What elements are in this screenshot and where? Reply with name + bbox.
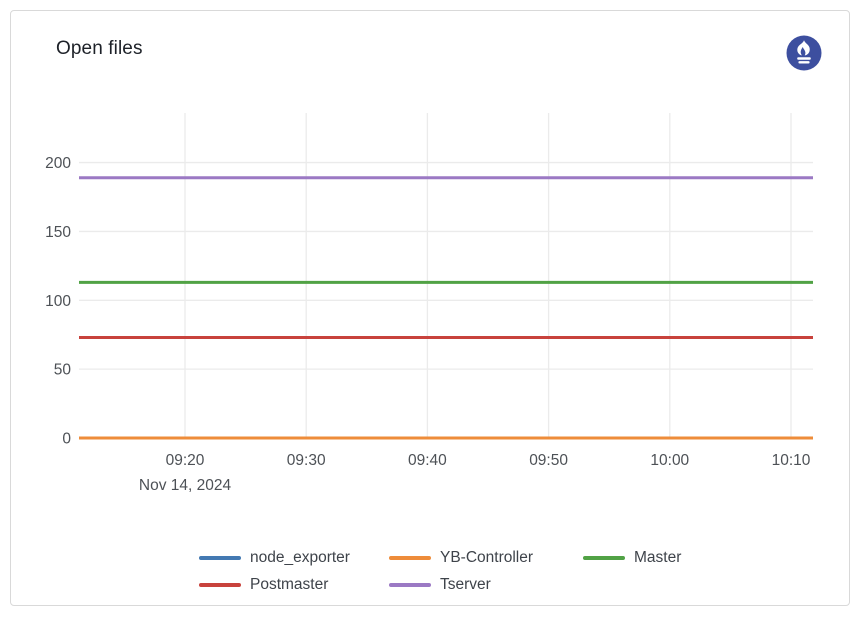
- legend-item-node_exporter[interactable]: node_exporter: [199, 549, 389, 567]
- x-tick-label: 09:20: [166, 452, 205, 469]
- legend-item-Master[interactable]: Master: [583, 549, 763, 567]
- legend-label: node_exporter: [250, 549, 350, 566]
- x-tick-label: 09:30: [287, 452, 326, 469]
- y-tick-label: 100: [45, 293, 71, 310]
- legend-swatch-icon: [199, 556, 241, 560]
- legend-label: Tserver: [440, 576, 491, 593]
- y-tick-label: 0: [62, 431, 71, 448]
- legend-swatch-icon: [389, 583, 431, 587]
- y-tick-label: 150: [45, 224, 71, 241]
- panel-title: Open files: [56, 38, 143, 59]
- legend-swatch-icon: [389, 556, 431, 560]
- y-tick-label: 200: [45, 155, 71, 172]
- legend-label: YB-Controller: [440, 549, 534, 566]
- chart-panel: Open files 09:20 09:30 09:40 09:50 10:00 10:1…: [10, 10, 850, 606]
- x-axis-date-label: Nov 14, 2024: [139, 477, 232, 494]
- legend-item-Postmaster[interactable]: Postmaster: [199, 576, 389, 594]
- legend-item-YB-Controller[interactable]: YB-Controller: [389, 549, 583, 567]
- chart-legend: node_exporter YB-Controller Master Postmast…: [199, 549, 763, 594]
- x-tick-label: 09:50: [529, 452, 568, 469]
- legend-swatch-icon: [583, 556, 625, 560]
- y-tick-label: 50: [54, 362, 72, 379]
- legend-item-Tserver[interactable]: Tserver: [389, 576, 583, 594]
- legend-swatch-icon: [199, 583, 241, 587]
- x-tick-label: 10:10: [772, 452, 811, 469]
- line-chart: 09:20 09:30 09:40 09:50 10:00 10:10 0 50 100 150 2…: [45, 113, 813, 494]
- legend-label: Master: [634, 549, 682, 566]
- legend-label: Postmaster: [250, 576, 329, 593]
- prometheus-logo-icon: [786, 35, 822, 71]
- x-tick-label: 09:40: [408, 452, 447, 469]
- plot-area[interactable]: [79, 113, 813, 438]
- x-tick-label: 10:00: [650, 452, 689, 469]
